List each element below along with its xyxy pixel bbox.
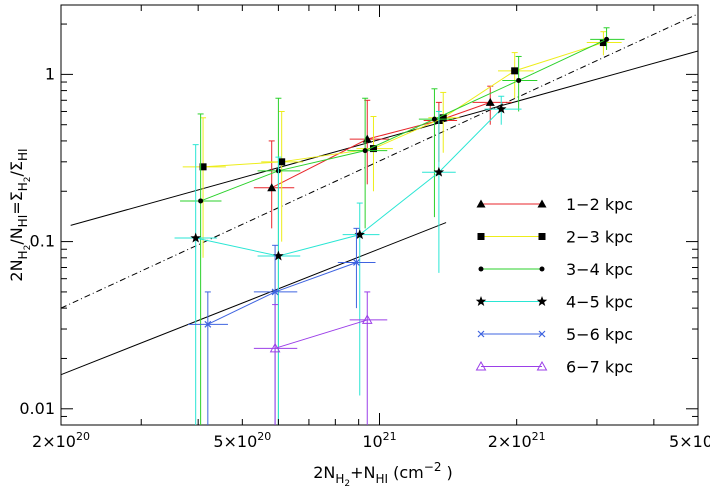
data-point bbox=[267, 183, 277, 192]
data-point bbox=[485, 97, 495, 106]
data-point bbox=[273, 250, 284, 261]
data-point bbox=[278, 158, 286, 166]
x-tick-label: 5×1020 bbox=[213, 430, 271, 451]
legend-marker bbox=[538, 233, 546, 240]
y-tick-label: 0.1 bbox=[30, 232, 55, 251]
series-line bbox=[203, 42, 604, 168]
data-point bbox=[433, 166, 445, 177]
series-line bbox=[207, 262, 357, 325]
series-6 bbox=[253, 291, 388, 425]
y-tick-label: 0.01 bbox=[19, 399, 55, 418]
data-point bbox=[361, 314, 373, 324]
legend-marker bbox=[536, 360, 548, 371]
data-point bbox=[431, 116, 437, 122]
reference-lines bbox=[60, 13, 699, 376]
x-axis-title: 2NH2+NHI (cm−2 ) bbox=[313, 460, 453, 489]
data-point bbox=[369, 145, 377, 153]
legend-marker bbox=[475, 296, 487, 306]
series-line bbox=[195, 108, 502, 257]
legend-label: 1−2 kpc bbox=[566, 195, 633, 214]
y-tick-label: 1 bbox=[45, 64, 55, 83]
data-point bbox=[604, 36, 610, 42]
series-layer bbox=[174, 27, 625, 425]
series-1 bbox=[253, 85, 512, 229]
x-tick-label: 1021 bbox=[362, 430, 396, 451]
legend-label: 4−5 kpc bbox=[566, 293, 633, 312]
legend-marker bbox=[475, 360, 487, 371]
data-point bbox=[198, 198, 204, 204]
legend-marker bbox=[538, 330, 546, 338]
series-3 bbox=[180, 27, 625, 425]
ticks-layer: 0.01 0.1 1 2×1020 5×1020 1021 2×1021 5×1021 bbox=[19, 5, 710, 451]
reference-line-2 bbox=[60, 222, 447, 376]
series-line bbox=[274, 319, 368, 349]
data-point bbox=[190, 232, 201, 243]
x-tick-label: 5×1021 bbox=[669, 430, 710, 451]
legend-marker bbox=[477, 233, 485, 240]
y-axis-title: 2NH2/NHI=ΣH2/ΣHI bbox=[7, 148, 33, 281]
legend-marker bbox=[537, 199, 547, 208]
legend-marker bbox=[478, 266, 484, 272]
legend-item-4: 4−5 kpc bbox=[475, 293, 633, 312]
data-point bbox=[199, 163, 207, 171]
data-point bbox=[362, 148, 368, 154]
data-point bbox=[354, 229, 365, 240]
data-point bbox=[271, 288, 279, 296]
legend-marker bbox=[536, 296, 548, 306]
series-2 bbox=[182, 31, 622, 258]
legend-label: 3−4 kpc bbox=[566, 260, 633, 279]
data-point bbox=[599, 39, 607, 47]
x-tick-label: 2×1020 bbox=[32, 430, 90, 451]
legend-label: 5−6 kpc bbox=[566, 325, 633, 344]
legend-item-5: 5−6 kpc bbox=[477, 325, 633, 344]
data-point bbox=[204, 320, 212, 328]
legend-item-1: 1−2 kpc bbox=[476, 195, 633, 214]
data-point bbox=[496, 103, 507, 114]
series-line bbox=[200, 38, 607, 202]
data-point bbox=[511, 67, 519, 75]
reference-line-1 bbox=[70, 50, 699, 226]
data-point bbox=[516, 77, 522, 83]
legend-marker bbox=[477, 330, 485, 338]
legend-label: 6−7 kpc bbox=[566, 358, 633, 377]
legend-item-6: 6−7 kpc bbox=[475, 358, 633, 377]
legend-item-3: 3−4 kpc bbox=[478, 260, 633, 279]
series-line bbox=[271, 101, 491, 189]
data-point bbox=[353, 259, 360, 266]
x-tick-label: 2×1021 bbox=[488, 430, 546, 451]
svg-text:2NH2/NHI=ΣH2/ΣHI: 2NH2/NHI=ΣH2/ΣHI bbox=[7, 148, 33, 281]
legend-label: 2−3 kpc bbox=[566, 228, 633, 247]
legend-marker bbox=[539, 266, 545, 272]
legend-item-2: 2−3 kpc bbox=[477, 228, 633, 247]
data-point bbox=[439, 114, 447, 122]
legend-marker bbox=[476, 199, 486, 208]
legend: 1−2 kpc 2−3 kpc 3−4 kpc 4−5 kpc 5−6 kpc 6−7 k… bbox=[475, 195, 633, 377]
series-4 bbox=[174, 95, 522, 425]
data-point bbox=[269, 342, 281, 353]
series-5 bbox=[188, 227, 376, 425]
